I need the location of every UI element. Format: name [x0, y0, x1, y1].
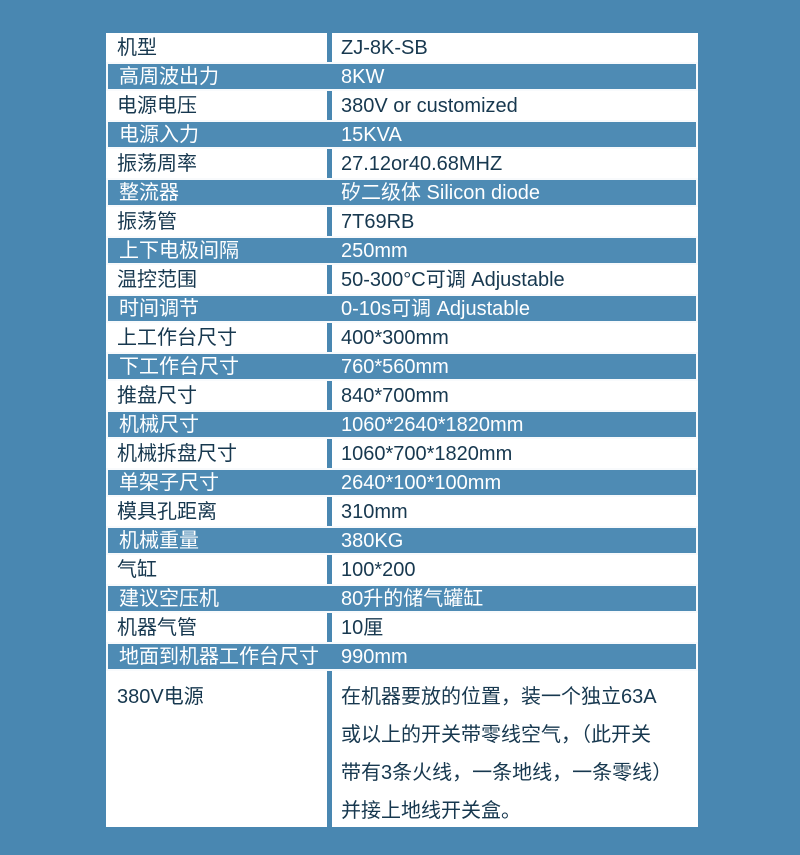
- table-row: 上下电极间隔 250mm: [106, 236, 698, 265]
- table-row: 机械拆盘尺寸 1060*700*1820mm: [106, 439, 698, 468]
- spec-value: 310mm: [341, 500, 408, 523]
- spec-value: 50-300°C可调 Adjustable: [341, 268, 565, 291]
- spec-label: 振荡周率: [106, 149, 332, 178]
- table-row: 振荡管 7T69RB: [106, 207, 698, 236]
- spec-label: 振荡管: [106, 207, 332, 236]
- spec-value: 27.12or40.68MHZ: [341, 152, 503, 175]
- spec-label: 电源电压: [106, 91, 332, 120]
- spec-label: 整流器: [119, 181, 179, 204]
- spec-label: 机器气管: [106, 613, 332, 642]
- spec-label: 模具孔距离: [106, 497, 332, 526]
- table-row: 机械尺寸 1060*2640*1820mm: [106, 410, 698, 439]
- table-row: 下工作台尺寸 760*560mm: [106, 352, 698, 381]
- table-row: 高周波出力 8KW: [106, 62, 698, 91]
- spec-value: 1060*2640*1820mm: [341, 413, 524, 436]
- table-row: 地面到机器工作台尺寸 990mm: [106, 642, 698, 671]
- spec-label: 机械尺寸: [119, 413, 199, 436]
- spec-label: 时间调节: [119, 297, 199, 320]
- spec-value: 2640*100*100mm: [341, 471, 502, 494]
- spec-label: 机型: [106, 33, 332, 62]
- spec-value: 7T69RB: [341, 210, 415, 233]
- spec-value: 380KG: [341, 529, 404, 552]
- spec-label: 单架子尺寸: [119, 471, 219, 494]
- table-row: 机械重量 380KG: [106, 526, 698, 555]
- spec-label: 上工作台尺寸: [106, 323, 332, 352]
- spec-label: 上下电极间隔: [119, 239, 239, 262]
- spec-value: 250mm: [341, 239, 408, 262]
- spec-label: 380V电源: [106, 671, 332, 827]
- table-row: 模具孔距离 310mm: [106, 497, 698, 526]
- spec-value: 100*200: [341, 558, 416, 581]
- spec-value: 在机器要放的位置，装一个独立63A 或以上的开关带零线空气，（此开关 带有3条火…: [341, 686, 673, 822]
- table-row: 机器气管 10厘: [106, 613, 698, 642]
- table-row: 整流器 矽二级体 Silicon diode: [106, 178, 698, 207]
- spec-value: 80升的储气罐缸: [341, 587, 484, 610]
- spec-value: 10厘: [341, 616, 384, 639]
- spec-label: 温控范围: [106, 265, 332, 294]
- spec-value: 15KVA: [341, 123, 402, 146]
- table-row: 建议空压机 80升的储气罐缸: [106, 584, 698, 613]
- spec-value: 8KW: [341, 65, 385, 88]
- spec-value: 990mm: [341, 645, 408, 668]
- table-row: 电源入力 15KVA: [106, 120, 698, 149]
- spec-label: 地面到机器工作台尺寸: [119, 645, 319, 668]
- spec-label: 电源入力: [119, 123, 199, 146]
- spec-value: 1060*700*1820mm: [341, 442, 513, 465]
- spec-value: 矽二级体 Silicon diode: [341, 181, 540, 204]
- table-row: 推盘尺寸 840*700mm: [106, 381, 698, 410]
- spec-value: ZJ-8K-SB: [341, 36, 428, 59]
- spec-table: 机型 ZJ-8K-SB 高周波出力 8KW 电源电压 380V or customized…: [106, 33, 698, 827]
- spec-label: 建议空压机: [119, 587, 219, 610]
- table-row: 机型 ZJ-8K-SB: [106, 33, 698, 62]
- spec-label: 机械拆盘尺寸: [106, 439, 332, 468]
- table-row: 电源电压 380V or customized: [106, 91, 698, 120]
- table-row: 气缸 100*200: [106, 555, 698, 584]
- table-row: 时间调节 0-10s可调 Adjustable: [106, 294, 698, 323]
- table-row: 上工作台尺寸 400*300mm: [106, 323, 698, 352]
- spec-value: 840*700mm: [341, 384, 449, 407]
- table-row: 单架子尺寸 2640*100*100mm: [106, 468, 698, 497]
- spec-value: 760*560mm: [341, 355, 449, 378]
- table-row: 温控范围 50-300°C可调 Adjustable: [106, 265, 698, 294]
- table-row: 380V电源 在机器要放的位置，装一个独立63A 或以上的开关带零线空气，（此开关…: [106, 671, 698, 827]
- spec-label: 气缸: [106, 555, 332, 584]
- spec-value: 400*300mm: [341, 326, 449, 349]
- spec-label: 高周波出力: [119, 65, 219, 88]
- spec-label: 推盘尺寸: [106, 381, 332, 410]
- table-row: 振荡周率 27.12or40.68MHZ: [106, 149, 698, 178]
- spec-value: 0-10s可调 Adjustable: [341, 297, 530, 320]
- spec-label: 下工作台尺寸: [119, 355, 239, 378]
- spec-value: 380V or customized: [341, 94, 518, 117]
- spec-label: 机械重量: [119, 529, 199, 552]
